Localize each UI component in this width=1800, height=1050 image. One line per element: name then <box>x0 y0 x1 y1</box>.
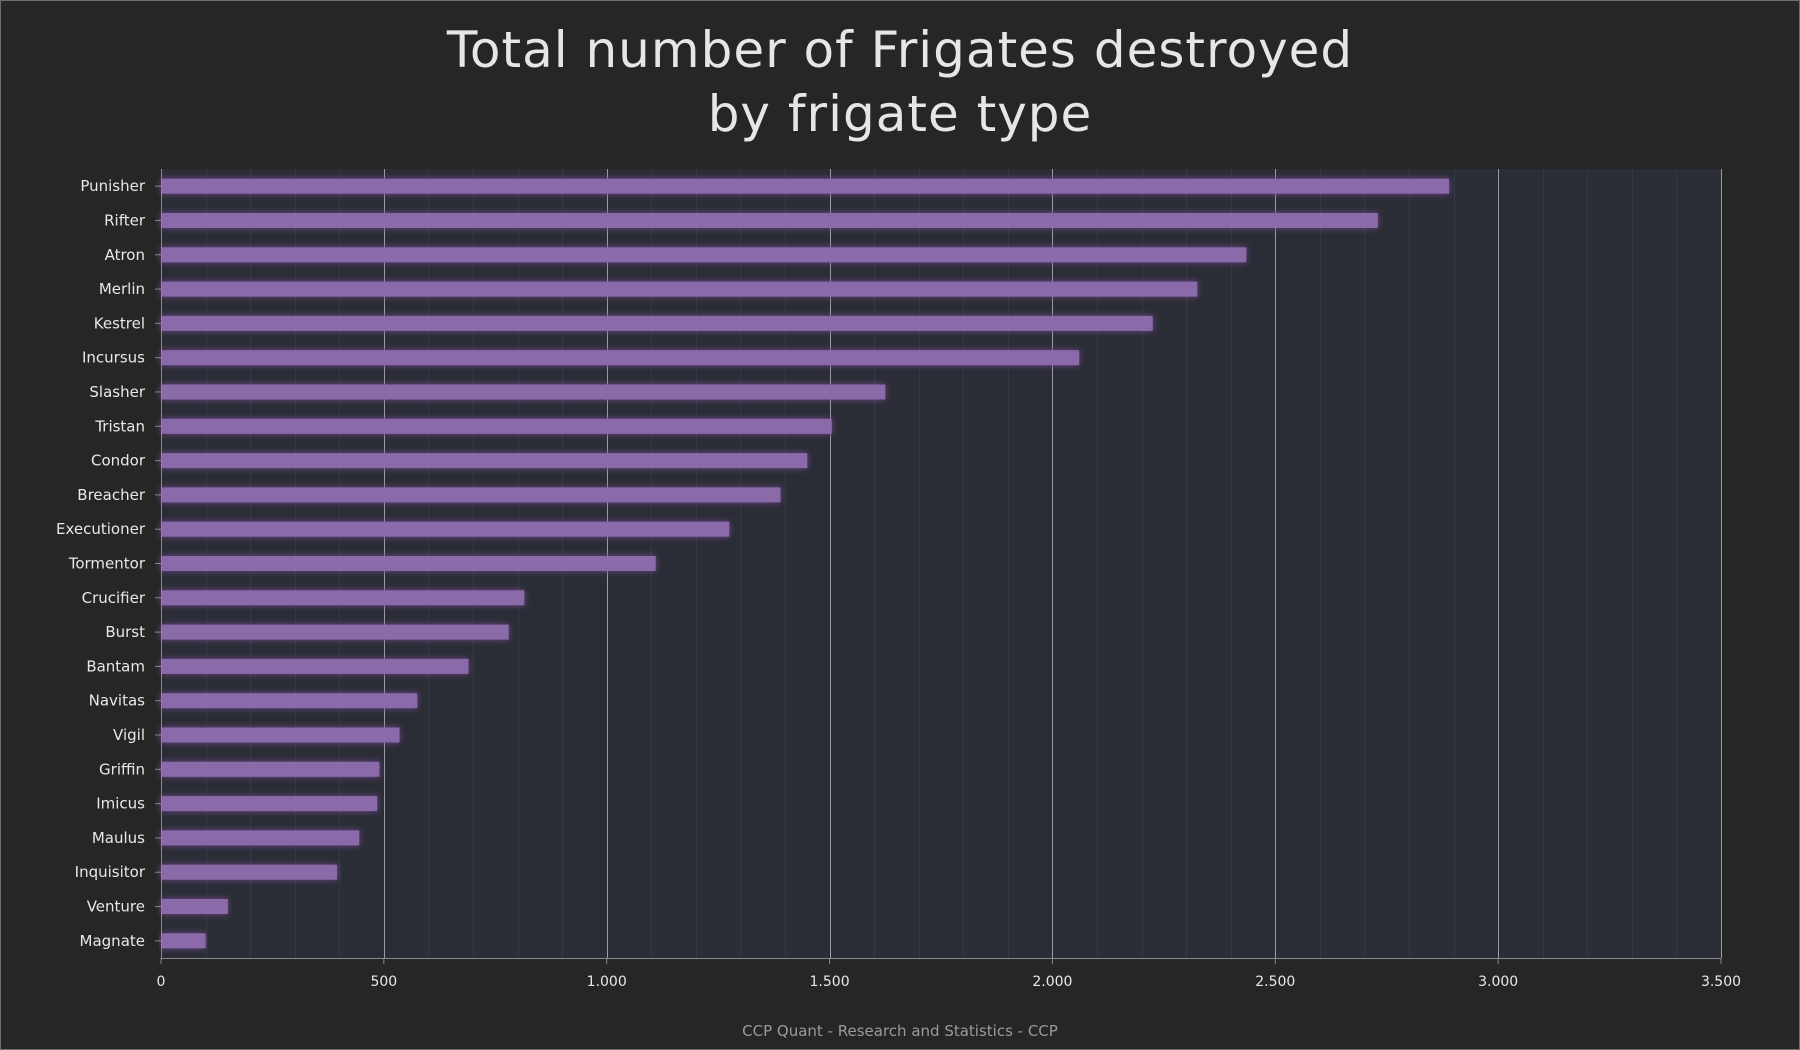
bar-inquisitor <box>161 864 338 880</box>
category-label-merlin: Merlin <box>99 280 145 298</box>
bar-vigil <box>161 727 400 743</box>
x-tick-label: 2.000 <box>1032 974 1072 990</box>
category-label-atron: Atron <box>105 246 145 264</box>
x-tick-labels: 0 500 1.000 1.500 2.000 2.500 3.000 3.500 <box>157 974 1742 990</box>
category-label-condor: Condor <box>91 452 146 470</box>
bar-maulus <box>161 830 360 846</box>
category-label-slasher: Slasher <box>89 383 145 401</box>
bar-venture <box>161 899 228 914</box>
bar-kestrel <box>161 315 1153 331</box>
category-label-kestrel: Kestrel <box>94 314 145 332</box>
bar-rifter <box>161 213 1378 228</box>
bar-griffin <box>161 761 380 777</box>
bar-burst <box>161 624 509 640</box>
x-tick-label: 0 <box>157 974 166 990</box>
category-label-tristan: Tristan <box>94 417 145 435</box>
category-label-navitas: Navitas <box>89 692 146 710</box>
bar-slasher <box>161 384 886 400</box>
bar-crucifier <box>161 590 525 606</box>
category-label-imicus: Imicus <box>96 795 145 813</box>
bar-incursus <box>161 350 1080 366</box>
category-label-magnate: Magnate <box>80 932 145 950</box>
category-label-venture: Venture <box>87 898 145 916</box>
chart-title-line-2: by frigate type <box>707 85 1093 143</box>
x-tick-label: 1.000 <box>587 974 627 990</box>
category-label-rifter: Rifter <box>104 212 146 230</box>
bar-merlin <box>161 281 1198 297</box>
bar-tormentor <box>161 556 656 571</box>
x-tick-label: 500 <box>370 974 397 990</box>
category-labels: Punisher Rifter Atron Merlin Kestrel Incursus… <box>56 177 146 950</box>
bar-condor <box>161 453 808 469</box>
category-label-griffin: Griffin <box>99 760 145 778</box>
chart-title: Total number of Frigates destroyed by fr… <box>0 18 1800 146</box>
category-label-breacher: Breacher <box>77 486 146 504</box>
category-label-bantam: Bantam <box>86 657 145 675</box>
axes <box>155 169 1722 964</box>
chart-title-line-1: Total number of Frigates destroyed <box>446 21 1354 79</box>
category-label-punisher: Punisher <box>80 177 146 195</box>
bar-punisher <box>161 178 1450 194</box>
category-label-executioner: Executioner <box>56 520 146 538</box>
x-tick-label: 1.500 <box>810 974 850 990</box>
category-label-vigil: Vigil <box>113 726 145 744</box>
category-label-incursus: Incursus <box>82 349 145 367</box>
bar-bantam <box>161 658 469 674</box>
credit-footer: CCP Quant - Research and Statistics - CC… <box>742 1022 1058 1040</box>
bar-imicus <box>161 796 378 812</box>
bar-breacher <box>161 487 781 503</box>
category-label-maulus: Maulus <box>92 829 145 847</box>
category-label-crucifier: Crucifier <box>82 589 146 607</box>
x-tick-label: 3.500 <box>1701 974 1741 990</box>
bar-navitas <box>161 693 418 709</box>
x-tick-label: 3.000 <box>1478 974 1518 990</box>
bar-atron <box>161 247 1247 263</box>
category-label-inquisitor: Inquisitor <box>75 863 146 881</box>
bar-tristan <box>161 418 832 434</box>
bar-magnate <box>161 933 206 949</box>
bars <box>161 178 1450 949</box>
category-label-tormentor: Tormentor <box>68 555 146 573</box>
bar-executioner <box>161 521 730 537</box>
category-label-burst: Burst <box>105 623 145 641</box>
x-tick-label: 2.500 <box>1255 974 1295 990</box>
